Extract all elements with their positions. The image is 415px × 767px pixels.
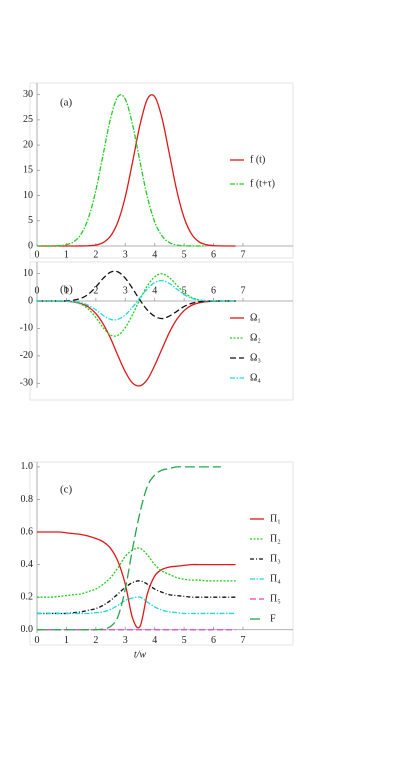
x-tick-label: 0: [35, 635, 40, 646]
y-tick-label: 15: [23, 165, 33, 176]
legend-label: Π₂: [270, 533, 281, 544]
x-tick-label: 7: [240, 635, 245, 646]
series-line: [36, 300, 236, 387]
x-tick-label: 3: [123, 635, 128, 646]
x-tick-label: 2: [93, 249, 98, 260]
panel-label: (a): [60, 97, 73, 109]
y-tick-label: 0.8: [21, 494, 34, 505]
y-tick-label: 20: [23, 139, 33, 150]
y-tick-label: 0.6: [21, 526, 34, 537]
legend-label: Π₁: [270, 513, 281, 524]
x-tick-label: 2: [93, 635, 98, 646]
y-tick-label: 0.0: [21, 624, 34, 635]
legend-label: F: [270, 613, 276, 624]
x-axis-label: t/w: [134, 649, 147, 660]
x-tick-label: 0: [35, 285, 40, 296]
panel: 0 1 2 3 4 5 6 7 0.0 0.2 0.4 0.6 0.8 1.0 (c) t/w Π₁ Π₂ Π₃ Π₄…: [21, 461, 294, 660]
y-tick-label: 10: [23, 190, 33, 201]
x-tick-label: 2: [93, 285, 98, 296]
series-line: [36, 596, 236, 615]
y-tick-label: 0: [28, 295, 33, 306]
y-tick-label: 0: [28, 240, 33, 251]
x-tick-label: 1: [64, 249, 69, 260]
series-line: [37, 466, 221, 631]
series-line: [36, 94, 236, 247]
panel-label: (c): [60, 484, 73, 496]
legend-label: Ω₄: [250, 372, 261, 383]
y-tick-label: 0.2: [21, 591, 34, 602]
y-tick-label: -30: [20, 378, 33, 389]
panel-frame: [29, 461, 294, 646]
y-tick-label: 5: [28, 215, 33, 226]
panel-label: (b): [60, 284, 73, 296]
y-tick-label: 0.4: [21, 559, 34, 570]
y-tick-label: 10: [23, 268, 33, 279]
legend-label: Ω₃: [250, 352, 261, 363]
x-tick-label: 6: [211, 635, 216, 646]
x-tick-label: 5: [182, 249, 187, 260]
x-tick-label: 5: [182, 635, 187, 646]
y-tick-label: -10: [20, 323, 33, 334]
x-tick-label: 0: [35, 249, 40, 260]
series-line: [36, 94, 207, 247]
series-line: [36, 531, 236, 629]
legend-label: Ω₁: [250, 312, 261, 323]
series-line: [37, 280, 236, 321]
legend-label: f (t): [250, 154, 265, 165]
panel: 0 1 2 3 4 5 6 7 0 5 10 15 20 25 30 (a) f (t) f (t+τ): [23, 82, 294, 260]
series-line: [37, 547, 236, 598]
y-tick-label: 1.0: [21, 461, 34, 472]
y-tick-label: 25: [23, 114, 33, 125]
x-tick-label: 4: [152, 285, 157, 296]
x-tick-label: 3: [123, 249, 128, 260]
x-tick-label: 1: [64, 635, 69, 646]
x-tick-label: 6: [211, 249, 216, 260]
x-tick-label: 7: [240, 285, 245, 296]
x-tick-label: 7: [240, 249, 245, 260]
legend-label: f (t+τ): [250, 178, 275, 189]
y-tick-label: -20: [20, 350, 33, 361]
x-tick-label: 4: [152, 249, 157, 260]
legend-label: Π₄: [270, 573, 281, 584]
x-tick-label: 1: [64, 285, 69, 296]
legend-label: Π₃: [270, 553, 281, 564]
x-tick-label: 5: [182, 285, 187, 296]
panel-frame: [29, 261, 294, 401]
legend-label: Π₅: [270, 593, 281, 604]
y-tick-label: 30: [23, 89, 33, 100]
x-tick-label: 6: [211, 285, 216, 296]
panel-frame: [29, 82, 294, 259]
series-line: [37, 270, 236, 320]
legend-label: Ω₂: [250, 332, 261, 343]
x-tick-label: 4: [152, 635, 157, 646]
x-tick-label: 3: [123, 285, 128, 296]
